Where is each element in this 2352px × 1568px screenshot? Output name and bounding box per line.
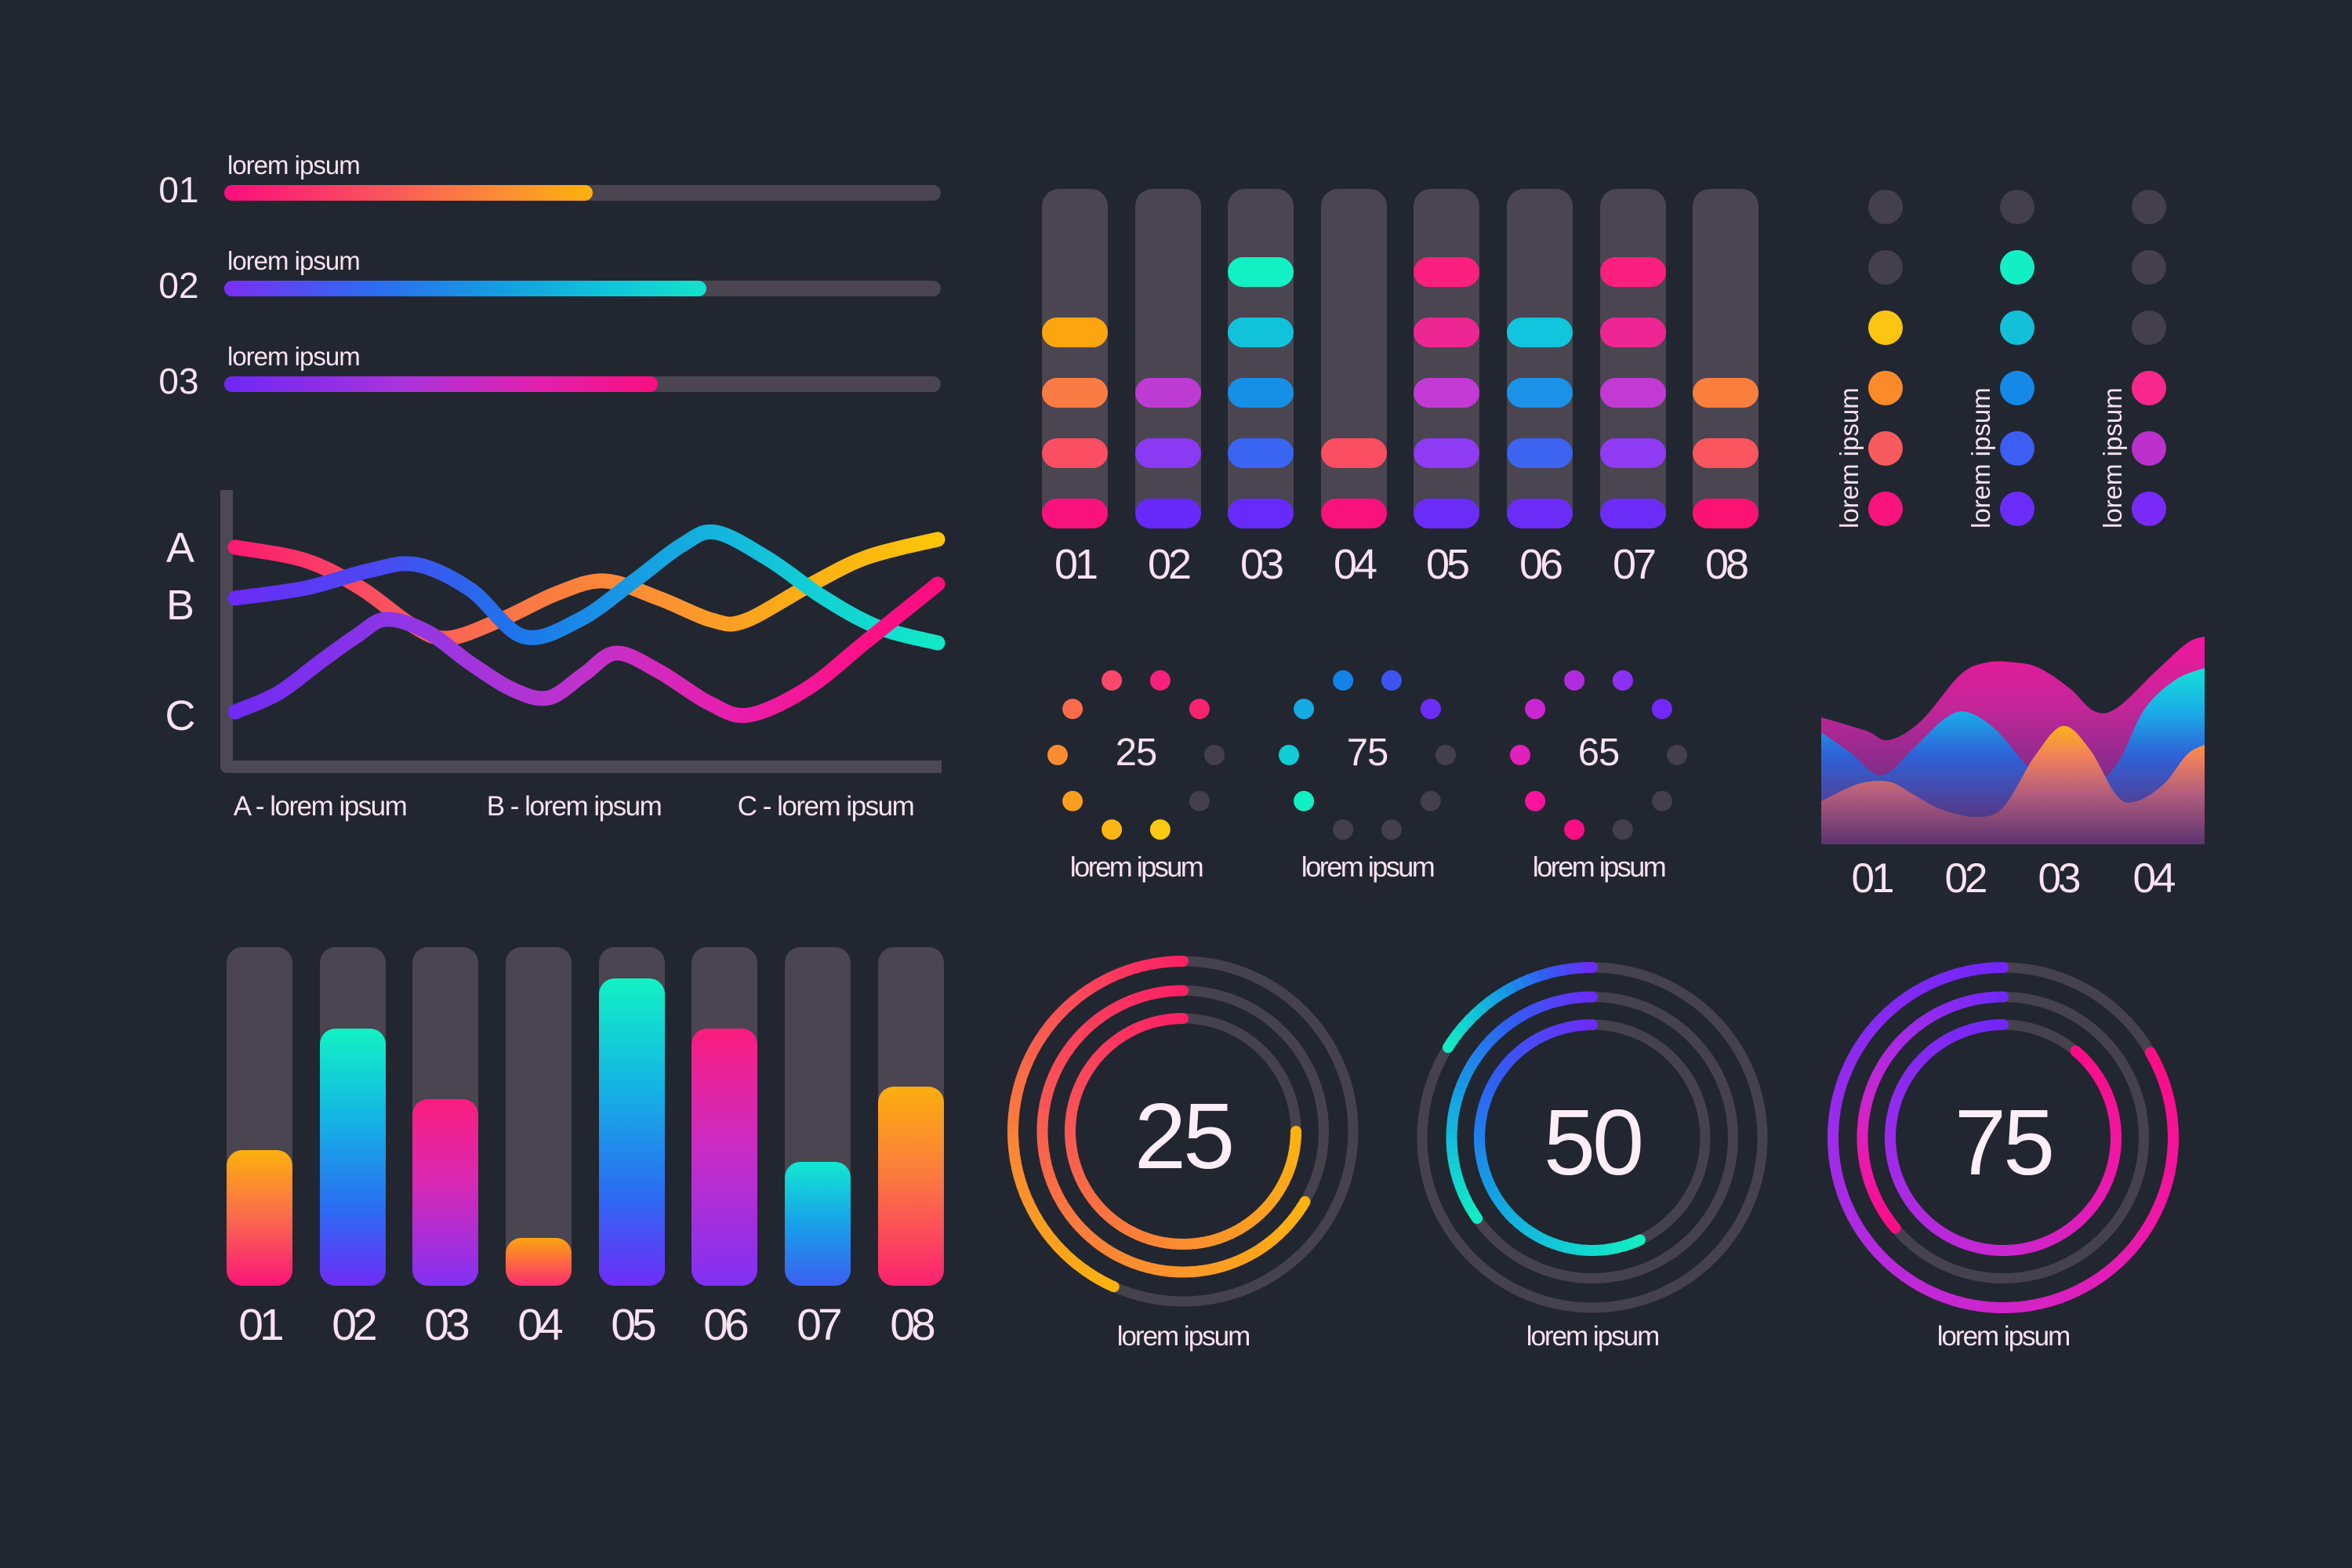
- svg-text:01: 01: [158, 169, 198, 210]
- svg-text:04: 04: [2133, 855, 2175, 902]
- svg-text:03: 03: [424, 1300, 469, 1350]
- svg-text:25: 25: [1134, 1084, 1232, 1189]
- svg-text:lorem ipsum: lorem ipsum: [227, 342, 360, 371]
- svg-text:08: 08: [890, 1300, 935, 1350]
- svg-text:03: 03: [1240, 541, 1283, 588]
- svg-text:lorem ipsum: lorem ipsum: [1966, 387, 1995, 528]
- svg-text:04: 04: [517, 1300, 563, 1350]
- svg-text:B - lorem ipsum: B - lorem ipsum: [487, 791, 662, 822]
- svg-text:01: 01: [238, 1300, 282, 1350]
- svg-text:50: 50: [1544, 1091, 1641, 1195]
- svg-text:07: 07: [1613, 541, 1655, 588]
- svg-text:lorem ipsum: lorem ipsum: [1937, 1321, 2070, 1352]
- svg-text:lorem ipsum: lorem ipsum: [1533, 851, 1665, 883]
- svg-text:C: C: [165, 692, 196, 739]
- svg-text:75: 75: [1347, 731, 1388, 774]
- svg-text:lorem ipsum: lorem ipsum: [227, 151, 360, 180]
- svg-text:04: 04: [1334, 541, 1377, 588]
- svg-text:01: 01: [1852, 855, 1893, 902]
- svg-text:08: 08: [1705, 541, 1748, 588]
- svg-text:02: 02: [1148, 541, 1190, 588]
- svg-text:lorem ipsum: lorem ipsum: [1070, 851, 1203, 883]
- svg-text:25: 25: [1116, 731, 1157, 774]
- svg-text:lorem ipsum: lorem ipsum: [1117, 1321, 1250, 1352]
- svg-text:02: 02: [332, 1300, 376, 1350]
- svg-text:75: 75: [1955, 1091, 2052, 1195]
- svg-text:65: 65: [1578, 731, 1620, 774]
- svg-text:03: 03: [158, 361, 198, 401]
- svg-text:C - lorem ipsum: C - lorem ipsum: [738, 791, 913, 822]
- svg-text:lorem ipsum: lorem ipsum: [2098, 387, 2127, 528]
- svg-text:05: 05: [611, 1300, 655, 1350]
- svg-text:B: B: [166, 582, 194, 629]
- svg-text:06: 06: [703, 1300, 748, 1350]
- svg-text:07: 07: [797, 1300, 840, 1350]
- svg-text:03: 03: [2038, 855, 2080, 902]
- svg-text:A - lorem ipsum: A - lorem ipsum: [234, 791, 407, 822]
- svg-text:01: 01: [1054, 541, 1097, 588]
- svg-text:06: 06: [1519, 541, 1562, 588]
- svg-text:lorem ipsum: lorem ipsum: [227, 246, 360, 275]
- svg-text:lorem ipsum: lorem ipsum: [1301, 851, 1434, 883]
- svg-text:05: 05: [1426, 541, 1468, 588]
- svg-text:02: 02: [1945, 855, 1986, 902]
- svg-text:lorem ipsum: lorem ipsum: [1835, 387, 1864, 528]
- svg-text:lorem ipsum: lorem ipsum: [1526, 1321, 1659, 1352]
- svg-text:A: A: [166, 524, 194, 572]
- svg-text:02: 02: [158, 265, 198, 306]
